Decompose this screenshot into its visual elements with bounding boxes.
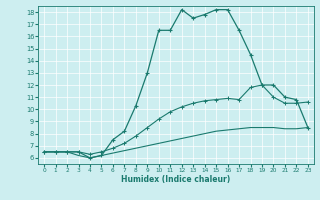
X-axis label: Humidex (Indice chaleur): Humidex (Indice chaleur) xyxy=(121,175,231,184)
